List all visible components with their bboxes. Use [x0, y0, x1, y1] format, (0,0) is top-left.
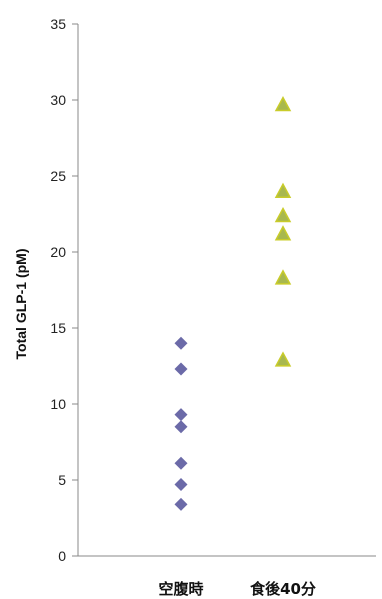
y-tick-label: 25: [50, 168, 66, 184]
y-tick-label: 0: [58, 548, 66, 564]
x-category-label: 食後40分: [250, 580, 316, 598]
y-tick-label: 5: [58, 472, 66, 488]
postmeal-data-point: [274, 351, 292, 367]
fasting-data-point: [174, 497, 188, 511]
x-category-label: 空腹時: [158, 580, 203, 598]
postmeal-data-point: [274, 206, 292, 223]
fasting-data-point: [174, 478, 188, 492]
postmeal-data-point: [274, 95, 292, 112]
y-tick-label: 35: [50, 16, 66, 32]
chart-axes: [77, 24, 376, 557]
postmeal-data-point: [274, 225, 292, 241]
fasting-data-point: [174, 456, 188, 470]
fasting-data-point: [174, 336, 188, 350]
data-points: [174, 95, 292, 511]
y-tick-label: 30: [50, 92, 66, 108]
y-tick-label: 10: [50, 396, 66, 412]
x-category-labels: 空腹時 食後40分: [158, 580, 315, 598]
y-tick-label: 20: [50, 244, 66, 260]
postmeal-data-point: [274, 269, 292, 285]
fasting-data-point: [174, 362, 188, 376]
y-axis-title: Total GLP-1 (pM): [13, 249, 29, 360]
fasting-data-point: [174, 420, 188, 434]
postmeal-data-point: [274, 182, 292, 198]
y-tick-label: 15: [50, 320, 66, 336]
fasting-data-point: [174, 408, 188, 422]
y-ticks: 0 5 10 15 20 25 30 35: [50, 16, 78, 564]
